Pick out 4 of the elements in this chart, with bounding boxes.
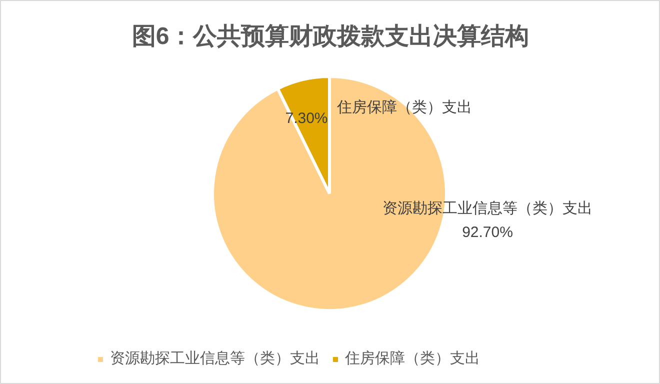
legend-label: 资源勘探工业信息等（类）支出 [110,349,320,368]
chart-title: 图6：公共预算财政拨款支出决算结构 [132,23,530,50]
data-label: 92.70% [462,224,513,241]
legend-label: 住房保障（类）支出 [345,349,480,368]
